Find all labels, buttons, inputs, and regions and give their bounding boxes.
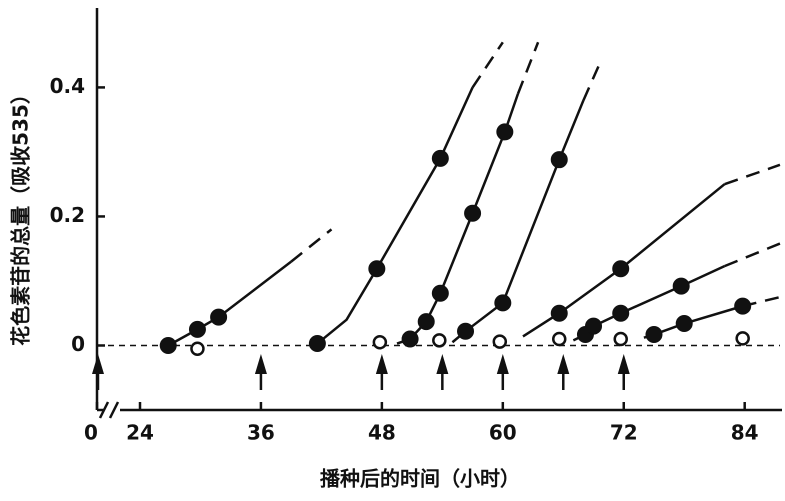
x-tick-label: 36 bbox=[247, 421, 275, 445]
x-tick-label: 0 bbox=[84, 421, 98, 445]
axis-break bbox=[98, 401, 110, 419]
point bbox=[675, 315, 693, 333]
point bbox=[431, 284, 449, 302]
open-point bbox=[432, 333, 447, 348]
arrow-head bbox=[92, 354, 104, 374]
point bbox=[159, 336, 177, 354]
point bbox=[464, 204, 482, 222]
open-point bbox=[492, 334, 508, 349]
arrow-head bbox=[375, 354, 388, 374]
open-point bbox=[372, 335, 388, 350]
point bbox=[612, 260, 630, 278]
y-axis-label: 花色素苷的总量（吸收535） bbox=[9, 84, 33, 346]
point bbox=[431, 149, 449, 167]
series-extension bbox=[471, 41, 504, 89]
point bbox=[612, 304, 630, 322]
point bbox=[645, 326, 663, 344]
point bbox=[417, 313, 435, 331]
x-axis-label: 播种后的时间（小时） bbox=[320, 467, 520, 491]
arrow-head bbox=[557, 354, 570, 374]
series-extension bbox=[290, 228, 333, 263]
series-extension bbox=[516, 41, 540, 95]
point bbox=[401, 330, 419, 348]
open-point bbox=[735, 331, 750, 346]
series-line bbox=[522, 183, 726, 338]
axis-break bbox=[108, 401, 120, 419]
point bbox=[494, 294, 512, 312]
open-point bbox=[613, 331, 628, 347]
point bbox=[188, 320, 206, 338]
series-extension bbox=[724, 163, 781, 186]
y-tick-label: 0.2 bbox=[50, 203, 85, 227]
point bbox=[550, 151, 568, 169]
point bbox=[550, 304, 568, 322]
series-line bbox=[167, 260, 292, 347]
point bbox=[308, 335, 326, 353]
x-tick-label: 84 bbox=[731, 421, 759, 445]
point bbox=[585, 317, 603, 335]
point bbox=[210, 308, 228, 326]
point bbox=[734, 297, 752, 315]
point bbox=[368, 260, 386, 278]
open-point bbox=[552, 331, 567, 347]
x-tick-label: 72 bbox=[610, 421, 638, 445]
open-point bbox=[190, 341, 205, 356]
series-extension bbox=[582, 61, 602, 101]
x-tick-label: 60 bbox=[489, 421, 517, 445]
y-tick-label: 0.4 bbox=[50, 74, 85, 98]
arrow-head bbox=[617, 354, 630, 374]
arrow-head bbox=[496, 354, 509, 374]
point bbox=[457, 322, 475, 340]
x-tick-label: 48 bbox=[368, 421, 396, 445]
x-tick-label: 24 bbox=[126, 421, 154, 445]
arrow-head bbox=[254, 354, 267, 374]
point bbox=[672, 277, 690, 295]
arrow-head bbox=[436, 354, 449, 374]
y-tick-label: 0 bbox=[71, 332, 85, 356]
series-extension bbox=[724, 242, 781, 268]
series-line bbox=[316, 86, 474, 345]
point bbox=[496, 123, 514, 141]
